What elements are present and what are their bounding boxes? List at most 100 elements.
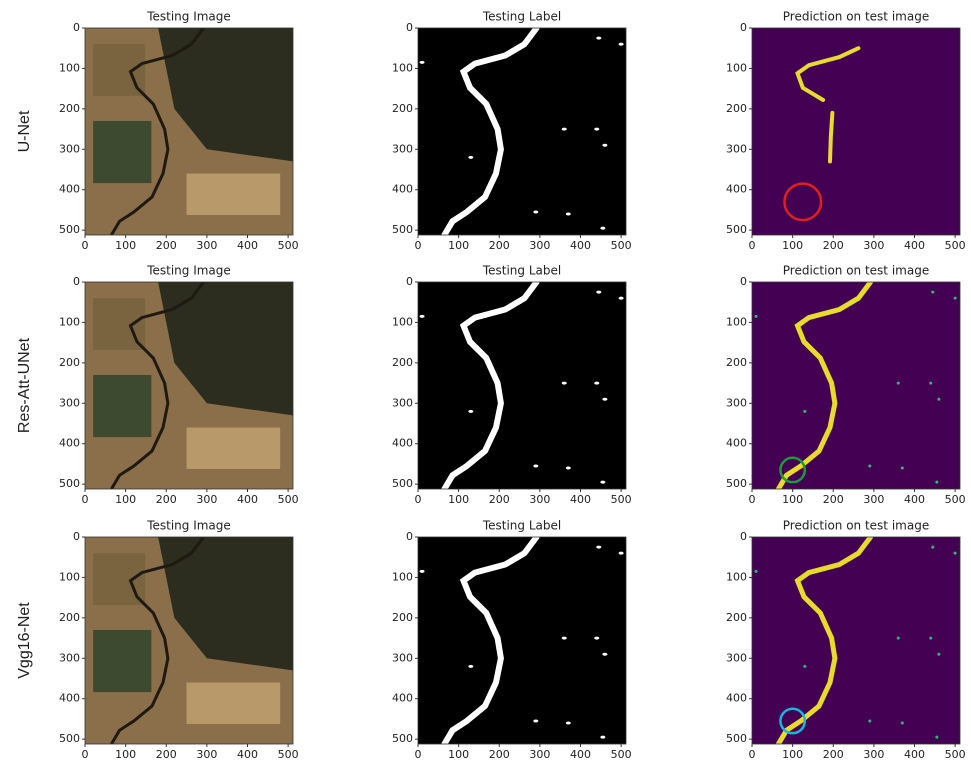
y-tick-label: 400 [392, 183, 413, 196]
x-tick-label: 200 [156, 493, 177, 506]
x-tick-label: 400 [904, 748, 925, 761]
x-tick-label: 500 [611, 239, 632, 252]
y-tick-label: 300 [59, 142, 80, 155]
field [187, 683, 281, 724]
image [752, 282, 960, 489]
background [752, 282, 960, 489]
x-tick-label: 100 [782, 493, 803, 506]
x-tick-label: 500 [611, 748, 632, 761]
patch [533, 210, 538, 213]
panel-title: Prediction on test image [783, 10, 929, 24]
image [418, 537, 626, 744]
y-tick-label: 100 [392, 61, 413, 74]
patch [929, 637, 932, 640]
x-tick-label: 100 [448, 748, 469, 761]
y-tick-label: 0 [406, 275, 413, 288]
panel-title: Prediction on test image [783, 519, 929, 533]
y-tick-label: 200 [392, 356, 413, 369]
y-tick-label: 300 [726, 142, 747, 155]
patch [954, 552, 957, 555]
panel: Testing Image010020030040050001002003004… [59, 264, 299, 507]
y-tick-label: 300 [59, 651, 80, 664]
prediction [830, 113, 832, 161]
x-tick-label: 400 [904, 239, 925, 252]
x-tick-label: 200 [823, 748, 844, 761]
patch [594, 382, 599, 385]
x-tick-label: 400 [237, 748, 258, 761]
y-tick-label: 400 [59, 692, 80, 705]
patch [954, 297, 957, 300]
panel-title: Testing Label [482, 10, 561, 24]
x-tick-label: 300 [529, 493, 550, 506]
y-tick-label: 0 [73, 530, 80, 543]
patch [566, 212, 571, 215]
y-tick-label: 500 [59, 477, 80, 490]
x-tick-label: 200 [489, 239, 510, 252]
patch [901, 721, 904, 724]
patch [468, 665, 473, 668]
y-tick-label: 100 [726, 570, 747, 583]
y-tick-label: 500 [392, 223, 413, 236]
x-tick-label: 0 [82, 239, 89, 252]
image [85, 537, 293, 744]
patch [897, 637, 900, 640]
x-tick-label: 0 [749, 748, 756, 761]
patch [929, 382, 932, 385]
y-tick-label: 200 [59, 102, 80, 115]
x-tick-label: 100 [782, 748, 803, 761]
y-tick-label: 500 [392, 732, 413, 745]
patch [596, 546, 601, 549]
x-tick-label: 200 [823, 239, 844, 252]
x-tick-label: 100 [115, 239, 136, 252]
x-tick-label: 400 [237, 493, 258, 506]
x-tick-label: 400 [237, 239, 258, 252]
y-tick-label: 400 [726, 183, 747, 196]
x-tick-label: 200 [489, 748, 510, 761]
image [85, 28, 293, 235]
row: Res-Att-UNetTesting Image010020030040050… [16, 264, 965, 507]
y-tick-label: 400 [726, 692, 747, 705]
patch [897, 382, 900, 385]
row-label: U-Net [16, 110, 33, 152]
field [187, 174, 281, 215]
panel: Testing Label010020030040050001002003004… [392, 519, 632, 762]
patch [602, 398, 607, 401]
patch [420, 570, 425, 573]
x-tick-label: 0 [82, 493, 89, 506]
patch [594, 637, 599, 640]
patch [755, 315, 758, 318]
patch [619, 297, 624, 300]
x-tick-label: 0 [749, 493, 756, 506]
y-tick-label: 400 [59, 437, 80, 450]
patch [602, 144, 607, 147]
field [93, 630, 151, 692]
y-tick-label: 200 [59, 356, 80, 369]
image [85, 282, 293, 489]
patch [533, 719, 538, 722]
y-tick-label: 500 [726, 477, 747, 490]
x-tick-label: 0 [749, 239, 756, 252]
patch [935, 736, 938, 739]
x-tick-label: 300 [863, 493, 884, 506]
y-tick-label: 300 [59, 396, 80, 409]
y-tick-label: 500 [59, 223, 80, 236]
x-tick-label: 500 [945, 239, 966, 252]
y-tick-label: 0 [73, 275, 80, 288]
y-tick-label: 500 [392, 477, 413, 490]
x-tick-label: 0 [415, 748, 422, 761]
panel-title: Testing Label [482, 264, 561, 278]
x-tick-label: 0 [82, 748, 89, 761]
row: Vgg16-NetTesting Image010020030040050001… [16, 519, 965, 762]
patch [935, 481, 938, 484]
patch [868, 719, 871, 722]
y-tick-label: 200 [392, 611, 413, 624]
x-tick-label: 200 [156, 239, 177, 252]
y-tick-label: 300 [392, 651, 413, 664]
patch [566, 721, 571, 724]
y-tick-label: 400 [726, 437, 747, 450]
background [418, 28, 626, 235]
x-tick-label: 100 [448, 239, 469, 252]
patch [533, 464, 538, 467]
